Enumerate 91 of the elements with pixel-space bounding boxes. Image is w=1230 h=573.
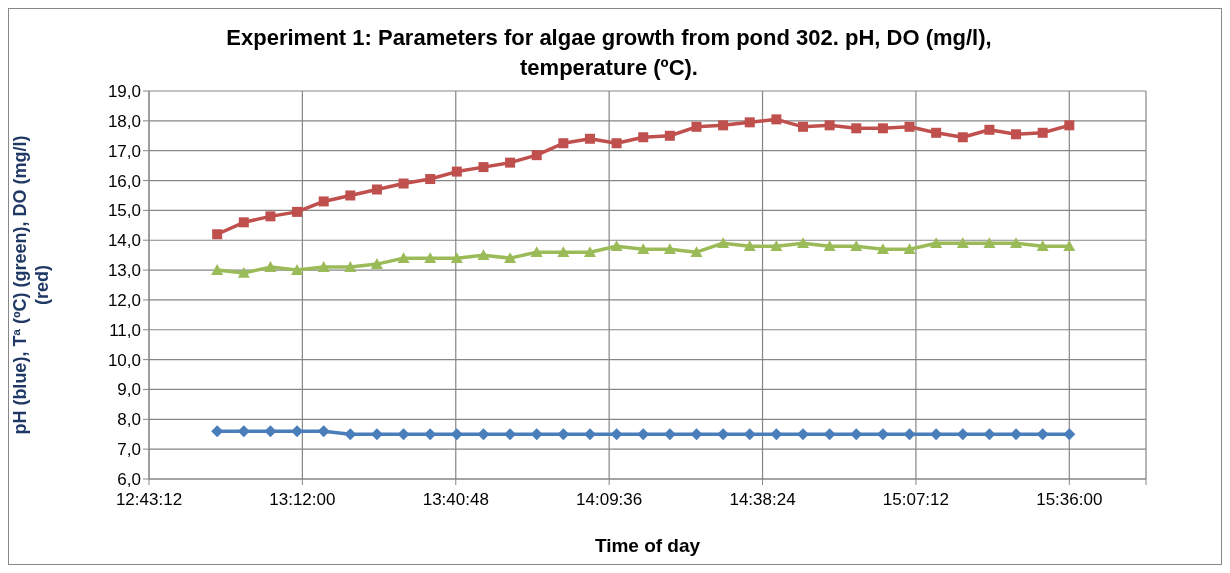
x-tick-label: 14:09:36 — [576, 490, 643, 510]
x-tick-label: 13:40:48 — [422, 490, 489, 510]
y-tick-label: 10,0 — [107, 350, 141, 370]
point — [690, 246, 703, 257]
point — [318, 196, 329, 207]
y-tick-label: 15,0 — [107, 201, 141, 221]
point — [637, 243, 650, 254]
point — [317, 261, 330, 272]
point — [371, 184, 382, 195]
point — [743, 240, 756, 251]
point — [664, 130, 675, 141]
y-axis-title: pH (blue), Tª (ºC) (green), DO (mg/l) (red) — [10, 135, 52, 435]
point — [691, 121, 702, 132]
point — [425, 174, 436, 185]
x-tick-label: 14:38:24 — [729, 490, 796, 510]
point — [424, 252, 437, 263]
point — [850, 240, 863, 251]
point — [1010, 237, 1023, 249]
y-tick-label: 13,0 — [107, 261, 141, 281]
point — [531, 150, 542, 161]
point — [638, 132, 649, 143]
y-tick-label: 6,0 — [117, 470, 141, 490]
x-axis-title: Time of day — [594, 535, 701, 556]
point — [478, 162, 489, 173]
point — [611, 138, 622, 149]
point — [1036, 240, 1049, 251]
point — [398, 178, 409, 189]
point — [770, 240, 783, 251]
point — [983, 237, 996, 249]
point — [264, 261, 277, 272]
point — [610, 240, 623, 251]
point — [1063, 428, 1076, 441]
point — [265, 211, 276, 222]
point — [1011, 129, 1022, 140]
point — [823, 240, 836, 251]
point — [744, 117, 755, 128]
point — [1064, 120, 1075, 131]
point — [851, 123, 862, 134]
point — [931, 127, 942, 138]
y-tick-label: 9,0 — [117, 380, 141, 400]
point — [798, 121, 809, 132]
point — [397, 252, 410, 263]
point — [211, 264, 224, 275]
y-tick-label: 19,0 — [107, 82, 141, 102]
point — [718, 120, 729, 131]
point — [797, 237, 810, 249]
y-tick-label: 8,0 — [117, 410, 141, 430]
point — [530, 246, 543, 257]
x-tick-label: 15:07:12 — [882, 490, 950, 510]
point — [451, 166, 462, 177]
point — [984, 124, 995, 135]
point — [717, 237, 730, 249]
point — [504, 252, 517, 263]
point — [292, 206, 303, 217]
point — [557, 246, 570, 257]
point — [345, 190, 356, 201]
point — [584, 133, 595, 144]
x-tick-label: 15:36:00 — [1036, 490, 1103, 510]
point — [344, 261, 357, 272]
x-tick-label: 13:12:00 — [269, 490, 336, 510]
y-tick-label: 12,0 — [107, 290, 141, 310]
point — [877, 123, 888, 134]
point — [771, 114, 782, 125]
point — [930, 237, 943, 249]
point — [1037, 127, 1048, 138]
point — [904, 121, 915, 132]
y-tick-label: 18,0 — [107, 111, 141, 131]
point — [291, 264, 304, 275]
point — [505, 157, 516, 168]
point — [450, 252, 463, 263]
point — [876, 243, 889, 254]
point — [663, 243, 676, 254]
point — [1063, 240, 1076, 251]
point — [956, 237, 969, 249]
y-tick-label: 11,0 — [109, 320, 141, 340]
y-tick-label: 7,0 — [117, 440, 141, 460]
chart-title: Experiment 1: Parameters for algae growth from pond 302. pH, DO (mg/l), temperature (ºC). — [225, 24, 993, 82]
point — [477, 249, 490, 260]
x-tick-label: 12:43:12 — [115, 490, 183, 510]
point — [957, 132, 968, 143]
y-tick-label: 14,0 — [107, 231, 141, 251]
point — [370, 258, 383, 269]
point — [238, 217, 249, 228]
point — [583, 246, 596, 257]
point — [903, 243, 916, 254]
point — [824, 120, 835, 131]
point — [558, 138, 569, 149]
point — [212, 229, 223, 240]
y-tick-label: 16,0 — [107, 171, 141, 191]
point — [237, 267, 250, 278]
y-tick-label: 17,0 — [107, 141, 141, 161]
